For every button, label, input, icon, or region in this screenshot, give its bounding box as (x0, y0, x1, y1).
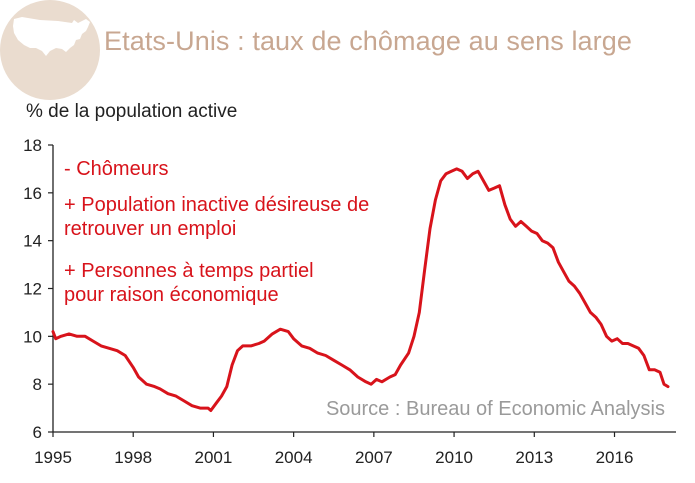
chart-ticks: 6 8 10 12 14 16 18 1995 1998 2001 2004 2007 2010 2013… (23, 136, 633, 467)
y-tick-label-6: 6 (33, 423, 42, 442)
x-tick-label-1998: 1998 (114, 448, 152, 467)
y-tick-label-8: 8 (33, 375, 42, 394)
y-tick-label-18: 18 (23, 136, 42, 155)
legend-line-2: + Population inactive désireuse de (64, 194, 370, 216)
y-tick-label-12: 12 (23, 280, 42, 299)
x-tick-label-2001: 2001 (195, 448, 233, 467)
x-tick-label-2013: 2013 (515, 448, 553, 467)
x-tick-label-2010: 2010 (435, 448, 473, 467)
x-tick-label-2004: 2004 (275, 448, 313, 467)
y-axis-label: % de la population active (26, 101, 238, 122)
legend-line-5: pour raison économique (64, 284, 279, 306)
y-tick-label-16: 16 (23, 184, 42, 203)
legend-line-4: + Personnes à temps partiel (64, 260, 314, 282)
y-tick-label-14: 14 (23, 232, 42, 251)
x-tick-label-2016: 2016 (596, 448, 634, 467)
y-tick-label-10: 10 (23, 327, 42, 346)
x-tick-label-2007: 2007 (355, 448, 393, 467)
x-tick-label-1995: 1995 (34, 448, 72, 467)
header-badge (0, 0, 100, 100)
source-note: Source : Bureau of Economic Analysis (325, 398, 665, 421)
chart-series (51, 167, 670, 412)
legend-line-1: - Chômeurs (64, 158, 169, 180)
legend-line-3: retrouver un emploi (64, 218, 237, 240)
chart-title: Etats-Unis : taux de chômage au sens lar… (104, 26, 632, 56)
series-line-0 (51, 167, 670, 412)
usa-map-icon (13, 17, 90, 56)
